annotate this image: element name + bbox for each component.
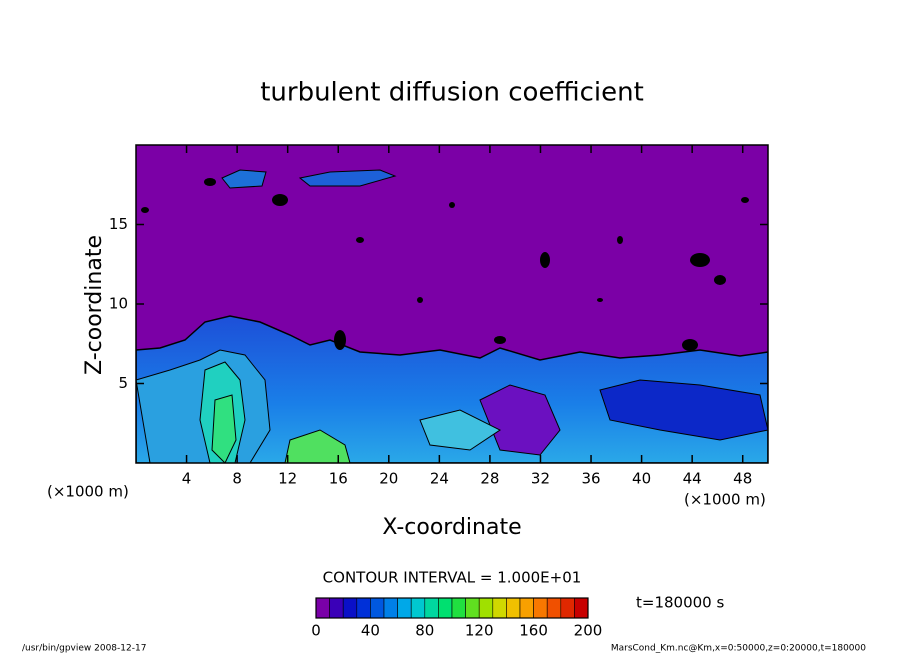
x-tick-label: 32 [531,470,550,488]
colorbar-segment [492,597,507,619]
y-tick-label: 10 [109,295,128,313]
colorbar-tick-label: 80 [415,622,434,640]
field-patch [284,429,351,463]
colorbar-segment [560,597,575,619]
colorbar-segment [424,597,439,619]
colorbar-segment [356,597,371,619]
x-tick-label: 44 [683,470,702,488]
colorbar-segment [410,597,426,619]
colorbar-segment [438,597,453,619]
colorbar-segment [370,597,385,619]
colorbar-segment [506,597,521,619]
field-patch [599,379,768,441]
colorbar-segment [315,597,330,619]
footer-right: MarsCond_Km.nc@Km,x=0:50000,z=0:20000,t=… [611,644,866,654]
x-axis-label: X-coordinate [382,515,521,540]
colorbar-frame [315,597,589,619]
x-tick-label: 16 [329,470,348,488]
x-tick-label: 4 [182,470,192,488]
field-patch [419,409,501,451]
colorbar-tick-label: 0 [311,622,321,640]
x-tick-label: 40 [632,470,651,488]
x-tick-label: 36 [581,470,600,488]
y-axis-label: Z-coordinate [82,235,107,375]
time-label: t=180000 s [636,594,724,612]
chart-title: turbulent diffusion coefficient [260,78,644,108]
x-tick-label: 20 [379,470,398,488]
colorbar-segment [465,597,480,619]
field-blobs [141,178,749,351]
x-tick-label: 8 [232,470,242,488]
colorbar-tick-label: 200 [574,622,603,640]
x-tick-label: 28 [480,470,499,488]
colorbar-segment [519,597,534,619]
colorbar-segment [397,597,412,619]
colorbar-segment [329,597,344,619]
field-patch [221,169,267,189]
colorbar-segment [546,597,562,619]
colorbar-segment [533,597,548,619]
colorbar-segment [451,597,466,619]
x-tick-label: 48 [733,470,752,488]
contour-field [136,145,768,463]
field-patch [479,384,561,456]
y-units: (×1000 m) [47,483,129,501]
colorbar-segment [478,597,494,619]
colorbar-tick-label: 160 [519,622,548,640]
y-tick-label: 15 [109,215,128,233]
colorbar-tick-label: 120 [465,622,494,640]
field-patch [211,394,237,463]
lower-field [136,315,768,463]
field-patch [298,169,397,187]
colorbar-segment [383,597,398,619]
y-tick-label: 5 [118,374,128,392]
colorbar-tick-label: 40 [361,622,380,640]
x-units: (×1000 m) [684,491,766,509]
colorbar-segment [342,597,358,619]
x-tick-label: 24 [430,470,449,488]
x-tick-label: 12 [278,470,297,488]
footer-left: /usr/bin/gpview 2008-12-17 [22,644,146,654]
colorbar-segment [574,597,589,619]
contour-note: CONTOUR INTERVAL = 1.000E+01 [323,569,582,587]
